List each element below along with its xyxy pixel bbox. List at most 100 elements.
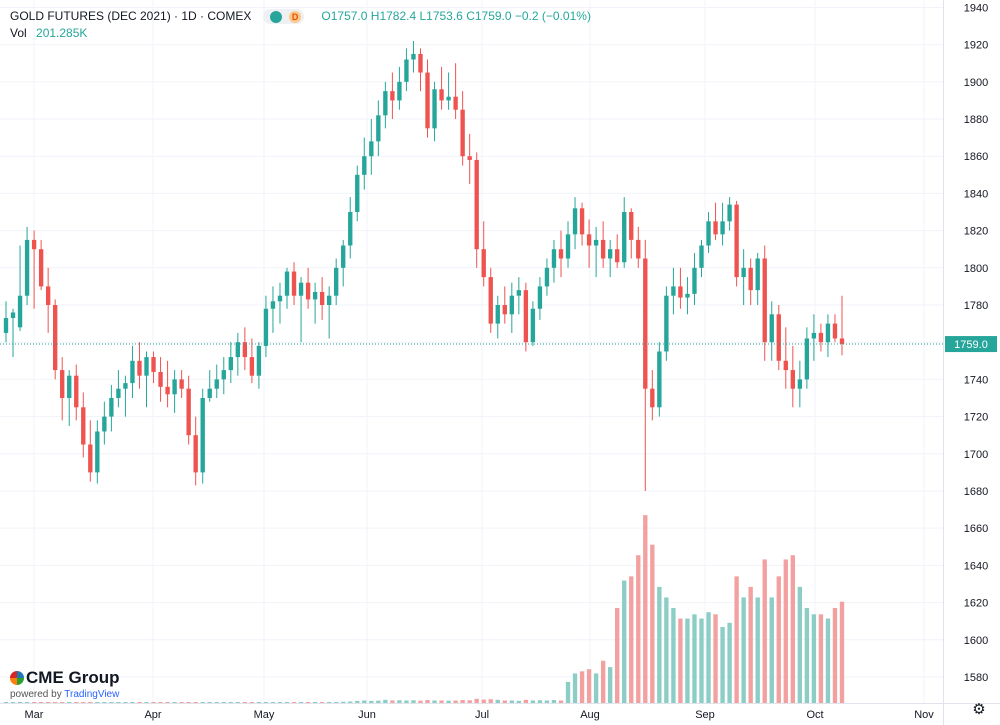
volume-bar: [67, 702, 72, 703]
ohlc-values: O1757.0 H1782.4 L1753.6 C1759.0 −0.2 (−0…: [321, 9, 591, 23]
volume-bar: [74, 702, 79, 703]
candle-body: [263, 308, 269, 346]
volume-bar: [523, 699, 529, 703]
volume-bar: [825, 618, 831, 703]
candle-body: [607, 249, 613, 259]
volume-bar: [474, 698, 479, 703]
volume-bar: [411, 700, 416, 703]
powered-prefix: powered by: [10, 689, 65, 700]
volume-bar: [551, 700, 557, 703]
volume-bar: [804, 608, 810, 703]
volume-bar: [565, 681, 571, 703]
volume-bar: [221, 702, 226, 703]
volume-bar: [298, 702, 304, 703]
candle-body: [200, 397, 205, 473]
volume-bar: [130, 702, 135, 703]
volume-bar: [650, 544, 655, 703]
cme-group-logo[interactable]: CME Group powered by TradingView: [10, 668, 120, 700]
volume-bar: [390, 700, 395, 703]
volume-bar: [116, 702, 121, 703]
volume-bar: [636, 555, 641, 703]
candle-body: [600, 239, 606, 259]
candle-body: [418, 53, 423, 73]
volume-bar: [383, 699, 388, 703]
candle-body: [172, 379, 177, 395]
candle-body: [551, 249, 557, 268]
candle-body: [312, 291, 318, 300]
volume-bar: [277, 702, 283, 703]
candle-body: [748, 267, 753, 291]
volume-bar: [734, 576, 739, 703]
volume-bar: [418, 700, 423, 703]
candle-body: [74, 375, 79, 408]
candle-body: [699, 245, 704, 268]
candle-body: [516, 290, 522, 296]
candle-body: [186, 388, 191, 436]
powered-by: powered by TradingView: [10, 689, 120, 700]
candle-body: [291, 271, 297, 296]
volume-bar: [453, 700, 458, 703]
candle-body: [839, 338, 845, 345]
price-tick-label: 1860: [964, 151, 988, 163]
volume-bar: [60, 702, 65, 703]
brand-name: CME Group: [26, 668, 120, 687]
volume-bar: [228, 702, 233, 703]
candle-body: [832, 323, 838, 339]
candle-body: [509, 295, 514, 315]
candle-body: [284, 271, 290, 296]
volume-bar: [291, 702, 297, 703]
volume-bar: [369, 700, 374, 703]
volume-bar: [748, 586, 753, 703]
volume-bar: [151, 702, 156, 703]
candle-body: [818, 332, 824, 343]
volume-bar: [586, 669, 592, 703]
volume-bar: [305, 702, 311, 703]
volume-bar: [200, 702, 205, 703]
volume-bar: [45, 702, 51, 703]
volume-bar: [593, 673, 599, 703]
candle-body: [256, 345, 262, 376]
volume-bar: [439, 700, 444, 703]
candle-body: [390, 91, 395, 101]
volume-bar: [432, 700, 437, 703]
volume-bar: [755, 597, 760, 703]
cme-logo-icon: [10, 671, 24, 685]
volume-value: 201.285K: [36, 26, 88, 40]
candle-body: [277, 295, 283, 302]
settings-gear-icon[interactable]: ⚙: [972, 701, 986, 718]
price-tick-label: 1900: [964, 77, 988, 89]
candle-body: [242, 342, 248, 358]
volume-bar: [727, 622, 732, 703]
candle-body: [622, 212, 627, 263]
volume-bar: [839, 601, 845, 703]
time-tick-label: Apr: [144, 709, 161, 721]
volume-bar: [509, 700, 514, 703]
status-badges[interactable]: D: [262, 9, 305, 25]
volume-bar: [376, 700, 381, 703]
volume-bar: [699, 618, 704, 703]
candle-body: [10, 312, 16, 319]
chart-legend: GOLD FUTURES (DEC 2021) · 1D · COMEX D O…: [10, 8, 591, 25]
volume-bar: [31, 702, 37, 703]
volume-bar: [706, 612, 711, 703]
candle-body: [319, 291, 325, 306]
volume-bar: [242, 702, 248, 703]
candle-body: [404, 59, 409, 82]
price-tick-label: 1620: [964, 598, 988, 610]
volume-bar: [818, 614, 824, 703]
volume-bar: [685, 618, 690, 703]
candle-body: [657, 351, 662, 408]
candle-body: [783, 360, 788, 371]
candle-body: [270, 301, 276, 309]
time-tick-label: Sep: [695, 709, 715, 721]
volume-bar: [516, 700, 522, 703]
volume-bar: [186, 702, 191, 703]
volume-bar: [319, 702, 325, 703]
volume-bar: [38, 702, 44, 703]
tradingview-link[interactable]: TradingView: [64, 689, 120, 700]
candle-body: [615, 249, 620, 263]
volume-bar: [615, 608, 620, 703]
volume-bar: [790, 555, 796, 703]
candle-body: [165, 386, 170, 395]
